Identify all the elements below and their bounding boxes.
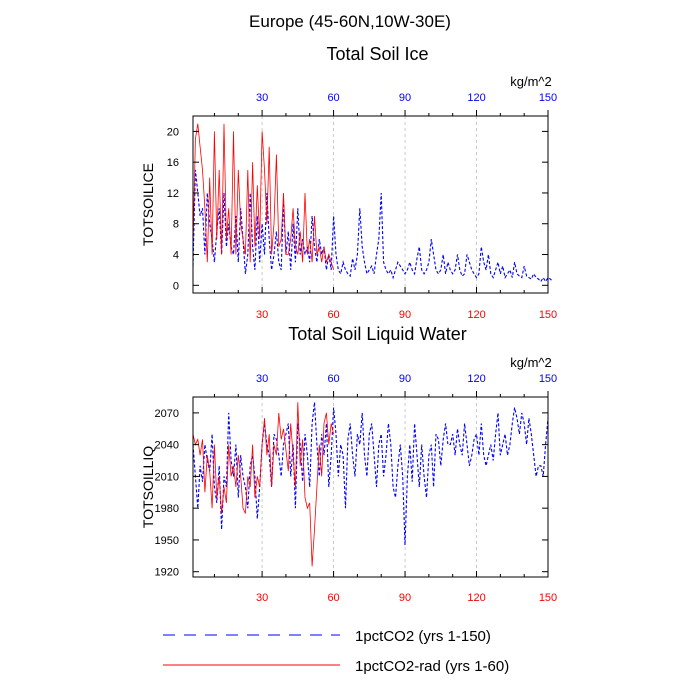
y-tick-label: 2010 (155, 471, 179, 483)
panel-total-soil-liquid-water: Total Soil Liquid Water kg/m^2 TOTSOILLIQ 3… (140, 324, 557, 604)
y-tick-label: 1950 (155, 535, 179, 547)
x-tick-label-bottom: 30 (256, 309, 268, 321)
panel-title: Total Soil Liquid Water (288, 324, 466, 344)
plot-frame (192, 115, 549, 294)
y-tick-label: 8 (173, 219, 179, 231)
x-tick-label-top: 120 (467, 92, 485, 104)
x-tick-label-bottom: 90 (399, 592, 411, 604)
series-line-1pctco2-rad (192, 402, 334, 567)
legend-label-1pctco2-rad: 1pctCO2-rad (yrs 1-60) (355, 658, 509, 675)
x-tick-label-bottom: 120 (467, 309, 485, 321)
series-line-1pctco2 (192, 402, 549, 546)
figure-title: Europe (45-60N,10W-30E) (249, 12, 451, 31)
legend: 1pctCO2 (yrs 1-150) 1pctCO2-rad (yrs 1-6… (163, 628, 509, 675)
x-tick-label-top: 90 (399, 373, 411, 385)
x-tick-label-bottom: 150 (539, 309, 557, 321)
x-tick-label-top: 150 (539, 373, 557, 385)
x-tick-label-top: 30 (256, 92, 268, 104)
units-label: kg/m^2 (510, 74, 552, 89)
y-tick-label: 2070 (155, 408, 179, 420)
series-line-1pctco2-rad (192, 123, 334, 271)
x-tick-label-bottom: 60 (327, 309, 339, 321)
plot-frame (192, 396, 549, 578)
series-line-1pctco2 (192, 169, 554, 283)
x-tick-label-top: 90 (399, 92, 411, 104)
y-axis-label: TOTSOILICE (140, 163, 156, 246)
x-tick-label-bottom: 60 (327, 592, 339, 604)
y-axis-label: TOTSOILLIQ (140, 446, 156, 528)
units-label: kg/m^2 (510, 355, 552, 370)
y-tick-label: 20 (167, 126, 179, 138)
y-tick-label: 0 (173, 280, 179, 292)
x-tick-label-bottom: 90 (399, 309, 411, 321)
x-tick-label-top: 120 (467, 373, 485, 385)
y-tick-label: 1980 (155, 503, 179, 515)
x-tick-label-top: 30 (256, 373, 268, 385)
x-tick-label-top: 150 (539, 92, 557, 104)
y-tick-label: 4 (173, 250, 179, 262)
x-tick-label-top: 60 (327, 92, 339, 104)
y-tick-label: 12 (167, 188, 179, 200)
legend-label-1pctco2: 1pctCO2 (yrs 1-150) (355, 628, 491, 645)
panel-title: Total Soil Ice (326, 44, 428, 64)
panel-total-soil-ice: Total Soil Ice kg/m^2 TOTSOILICE 30 30 60 60 90… (140, 44, 557, 321)
x-tick-label-top: 60 (327, 373, 339, 385)
y-tick-label: 2040 (155, 440, 179, 452)
x-tick-label-bottom: 120 (467, 592, 485, 604)
y-tick-label: 16 (167, 157, 179, 169)
y-tick-label: 1920 (155, 567, 179, 579)
x-tick-label-bottom: 30 (256, 592, 268, 604)
x-tick-label-bottom: 150 (539, 592, 557, 604)
